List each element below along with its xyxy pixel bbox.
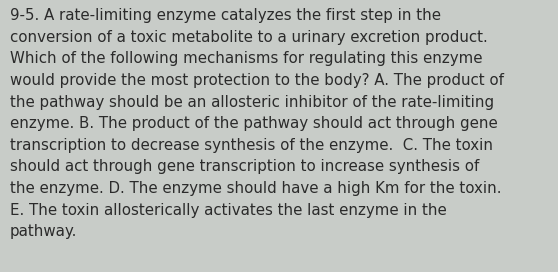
Text: 9-5. A rate-limiting enzyme catalyzes the first step in the
conversion of a toxi: 9-5. A rate-limiting enzyme catalyzes th… [10, 8, 504, 239]
